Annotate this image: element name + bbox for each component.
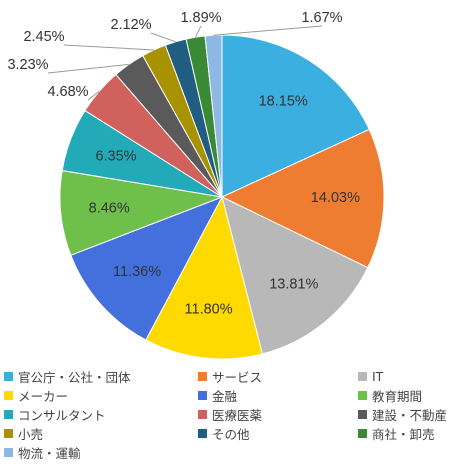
legend-swatch	[198, 410, 207, 419]
pie-chart: 18.15% 14.03% 13.81% 11.80% 11.36% 8.46% 6.35%…	[7, 10, 385, 360]
legend-label: 教育期間	[372, 389, 423, 404]
legend-swatch	[4, 391, 13, 400]
legend-swatch	[4, 429, 13, 438]
data-label-6: 6.35%	[95, 149, 136, 165]
legend-label: 建設・不動産	[372, 408, 448, 423]
leader-line-10	[150, 32, 176, 43]
legend-item-10: その他	[198, 425, 358, 442]
pie-slice-3	[145, 195, 263, 360]
legend-label: サービス	[212, 370, 263, 385]
data-label-4: 11.36%	[113, 264, 161, 280]
data-label-3: 11.80%	[185, 301, 233, 317]
data-label-0: 18.15%	[259, 93, 308, 109]
data-label-5: 8.46%	[89, 200, 130, 216]
data-label-2: 13.81%	[269, 277, 318, 293]
legend-label: 小売	[18, 427, 44, 442]
legend-label: 医療医薬	[212, 408, 263, 423]
legend-item-0: 官公庁・公社・団体	[4, 368, 198, 385]
legend-swatch	[198, 372, 207, 381]
pie-slice-5	[59, 169, 224, 256]
leader-line-7	[87, 91, 100, 101]
leader-line-8	[47, 63, 129, 74]
legend-swatch	[4, 372, 13, 381]
leader-line-9	[63, 44, 154, 51]
pie-slice-1	[220, 128, 385, 269]
legend-label: その他	[212, 427, 250, 442]
legend-item-4: 金融	[198, 387, 358, 404]
legend-label: 物流・運輸	[18, 446, 81, 461]
legend-label: 金融	[212, 389, 238, 404]
leader-line-11	[195, 25, 202, 38]
data-label-11: 1.89%	[180, 10, 221, 26]
legend-swatch	[4, 410, 13, 419]
legend-swatch	[198, 429, 207, 438]
legend-item-11: 商社・卸売	[358, 425, 458, 442]
legend-swatch	[358, 372, 367, 381]
legend-label: IT	[372, 369, 384, 384]
legend-swatch	[358, 429, 367, 438]
legend-label: メーカー	[18, 389, 69, 404]
legend-item-9: 小売	[4, 425, 198, 442]
legend-item-1: サービス	[198, 368, 358, 385]
leader-lines	[47, 25, 323, 101]
leader-line-12	[213, 25, 323, 36]
legend-swatch	[358, 410, 367, 419]
legend-label: 官公庁・公社・団体	[18, 370, 131, 385]
legend-item-12: 物流・運輸	[4, 444, 198, 461]
pie-slices	[59, 34, 385, 360]
legend-item-6: コンサルタント	[4, 406, 198, 423]
legend-item-7: 医療医薬	[198, 406, 358, 423]
data-label-10: 2.12%	[110, 17, 151, 33]
pie-slice-4	[70, 196, 224, 341]
legend-item-2: IT	[358, 368, 458, 385]
legend-item-5: 教育期間	[358, 387, 458, 404]
legend-label: 商社・卸売	[372, 427, 435, 442]
data-labels: 18.15% 14.03% 13.81% 11.80% 11.36% 8.46% 6.35%…	[7, 10, 360, 318]
data-label-9: 2.45%	[23, 29, 64, 45]
legend-swatch	[4, 448, 13, 457]
pie-slice-0	[221, 34, 370, 198]
legend-item-3: メーカー	[4, 387, 198, 404]
legend-item-8: 建設・不動産	[358, 406, 458, 423]
legend-label: コンサルタント	[18, 408, 106, 423]
data-label-7: 4.68%	[47, 84, 88, 100]
legend-swatch	[358, 391, 367, 400]
data-label-8: 3.23%	[7, 57, 48, 73]
data-label-1: 14.03%	[311, 190, 360, 206]
legend-swatch	[198, 391, 207, 400]
data-label-12: 1.67%	[301, 10, 342, 26]
pie-slice-2	[221, 196, 369, 355]
legend: 官公庁・公社・団体 サービス IT メーカー 金融 教育期間コンサルタント 医療医薬 建設・不…	[4, 368, 458, 461]
